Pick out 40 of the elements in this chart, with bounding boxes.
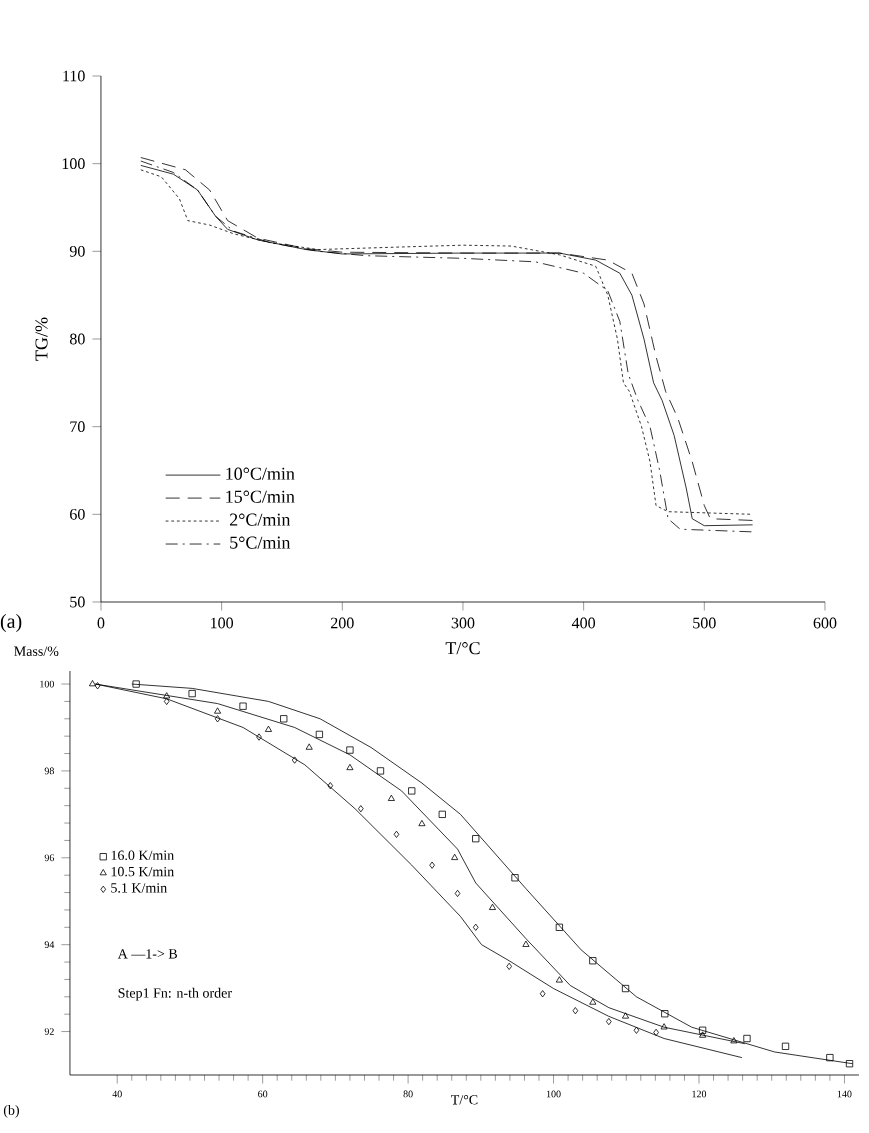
x-tick-label: 200 — [331, 617, 354, 629]
text: (b) — [3, 1105, 20, 1118]
y-axis-title: TG/% — [35, 317, 48, 361]
y-tick-label: 110 — [63, 70, 85, 82]
y-axis-title: Mass/% — [14, 646, 59, 656]
x-axis-title: T/°C — [451, 1095, 478, 1105]
x-tick-label: 100 — [546, 1090, 561, 1098]
legend-label: 15°C/min — [226, 490, 295, 503]
x-tick-label: 120 — [692, 1090, 707, 1098]
y-tick-label: 96 — [44, 854, 55, 862]
x-tick-label: 500 — [693, 617, 716, 629]
annotation: A —1-> B — [117, 949, 178, 959]
y-tick-label: 90 — [69, 245, 85, 257]
x-tick-label: 0 — [97, 617, 105, 629]
legend-label: 10.5 K/min — [111, 866, 174, 877]
y-tick-label: 100 — [62, 158, 85, 170]
x-tick-label: 140 — [837, 1090, 852, 1098]
y-tick-label: 94 — [44, 941, 55, 949]
x-tick-label: 40 — [112, 1090, 122, 1098]
y-tick-label: 98 — [44, 767, 54, 775]
legend-label: 5.1 K/min — [111, 883, 167, 893]
x-tick-label: 80 — [403, 1090, 413, 1098]
x-tick-label: 300 — [451, 617, 475, 629]
legend-label: 16.0 K/min — [111, 850, 174, 861]
legend-label: 5°C/min — [230, 536, 291, 549]
x-axis-title: T/°C — [445, 642, 480, 655]
y-tick-label: 100 — [40, 680, 54, 688]
y-tick-label: 80 — [69, 333, 85, 345]
y-tick-label: 92 — [44, 1028, 54, 1035]
text: (a) — [0, 613, 22, 633]
x-tick-label: 600 — [813, 617, 837, 629]
x-tick-label: 400 — [571, 617, 596, 629]
x-tick-label: 60 — [258, 1090, 268, 1098]
y-tick-label: 70 — [70, 421, 85, 433]
annotation: Step1 Fn: n-th order — [118, 987, 232, 1001]
legend-label: 10°C/min — [226, 467, 295, 480]
x-tick-label: 100 — [211, 617, 234, 629]
y-tick-label: 50 — [70, 596, 85, 608]
legend-label: 2°C/min — [230, 513, 291, 526]
y-tick-label: 60 — [70, 508, 85, 520]
